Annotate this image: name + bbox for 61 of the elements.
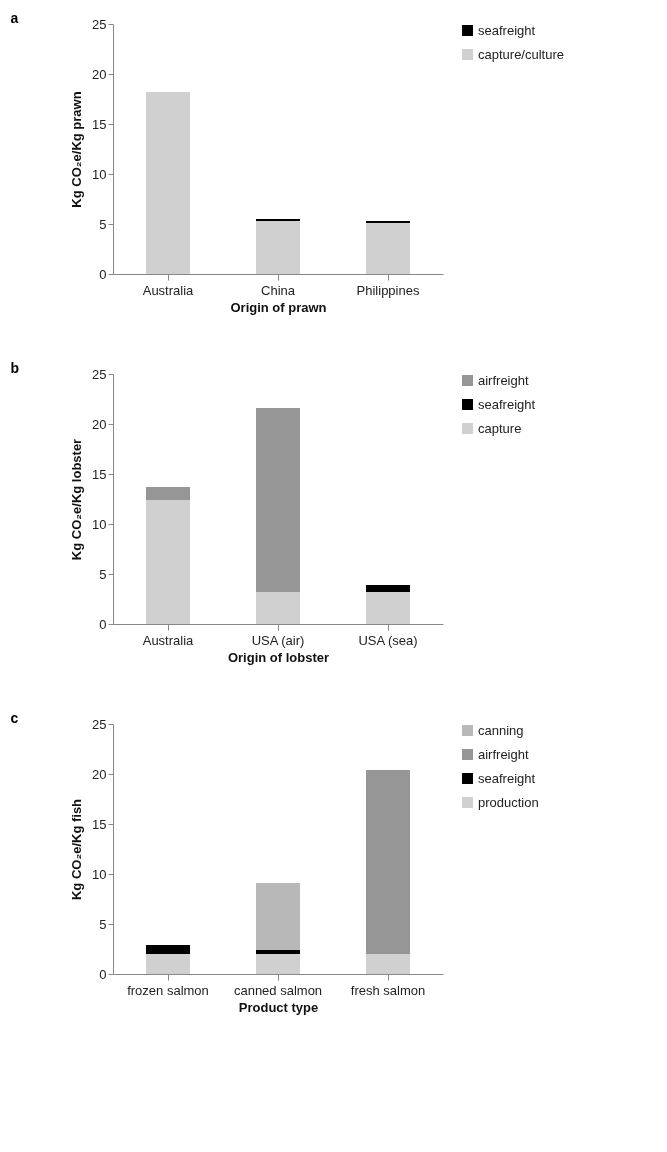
y-tick-label: 5 [99,216,107,232]
y-tick-label: 0 [99,616,107,632]
y-tick-label: 20 [92,766,107,782]
y-tick-label: 15 [92,816,107,832]
y-tick-label: 15 [92,116,107,132]
x-tick-label: fresh salmon [350,982,426,998]
bar [366,770,410,954]
x-tick-label: USA (sea) [358,632,418,648]
bar [366,223,410,274]
x-axis-title: Origin of lobster [227,649,330,665]
y-axis-title: Kg CO₂e/Kg prawn [69,91,85,208]
legend-label: seafreight [478,22,536,38]
y-tick-label: 0 [99,966,107,982]
x-axis-title: Product type [238,999,319,1015]
y-tick-label: 10 [92,866,107,882]
legend-label: airfreight [478,746,529,762]
y-tick-label: 25 [92,16,107,32]
x-tick-label: USA (air) [251,632,305,648]
y-tick-label: 0 [99,266,107,282]
x-tick-label: Australia [142,282,195,298]
y-tick-label: 20 [92,416,107,432]
bar [256,221,300,274]
bar [256,883,300,950]
chart-title: c [10,710,19,726]
bar [146,92,190,274]
y-axis-title: Kg CO₂e/Kg lobster [69,438,85,561]
chart-title: b [10,360,20,376]
legend-label: production [478,794,539,810]
x-tick-label: China [261,282,296,298]
x-tick-label: Australia [142,632,195,648]
bar [256,954,300,974]
legend-label: seafreight [478,770,536,786]
y-tick-label: 5 [99,566,107,582]
bar [146,945,190,954]
bar [256,592,300,624]
y-tick-label: 25 [92,366,107,382]
bar [366,592,410,624]
legend-label: capture [478,420,522,436]
x-tick-label: Philippines [356,282,420,298]
y-tick-label: 20 [92,66,107,82]
bar [256,950,300,954]
y-tick-label: 15 [92,466,107,482]
bar [366,954,410,974]
y-tick-label: 10 [92,166,107,182]
legend-label: seafreight [478,396,536,412]
legend-label: canning [478,722,524,738]
y-tick-label: 10 [92,516,107,532]
y-tick-label: 25 [92,716,107,732]
bar [256,408,300,592]
x-axis-title: Origin of prawn [230,299,327,315]
bar [146,500,190,624]
legend-label: capture/culture [478,46,564,62]
legend-label: airfreight [478,372,529,388]
bar [146,954,190,974]
bar [366,585,410,592]
chart-title: a [10,10,19,26]
y-tick-label: 5 [99,916,107,932]
x-tick-label: canned salmon [233,982,323,998]
bar [146,487,190,500]
y-axis-title: Kg CO₂e/Kg fish [69,798,85,901]
x-tick-label: frozen salmon [127,982,209,998]
